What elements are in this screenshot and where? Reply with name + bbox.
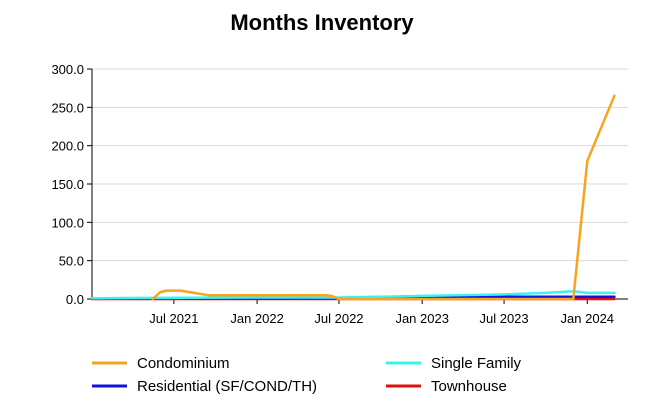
- y-tick-label: 250.0: [51, 100, 84, 115]
- axes: 300.0 250.0 200.0 150.0 100.0 50.0 0.0 Jul 2021…: [51, 62, 628, 326]
- x-tick-label: Jul 2021: [149, 311, 198, 326]
- series-lines: [90, 94, 616, 301]
- x-tick-label: Jan 2024: [561, 311, 615, 326]
- legend-label: Single Family: [431, 355, 522, 372]
- x-tick-label: Jul 2022: [314, 311, 363, 326]
- legend-label: Residential (SF/COND/TH): [137, 378, 317, 395]
- y-tick-label: 150.0: [51, 177, 84, 192]
- x-tick-label: Jul 2023: [479, 311, 528, 326]
- y-tick-label: 50.0: [59, 254, 84, 269]
- series-line-condominium: [151, 94, 616, 301]
- x-tick-label: Jan 2022: [230, 311, 284, 326]
- legend: Condominium Single Family Residential (SF/…: [92, 355, 522, 395]
- legend-item: Single Family: [386, 355, 522, 372]
- legend-label: Townhouse: [431, 378, 507, 395]
- legend-item: Townhouse: [386, 378, 507, 395]
- y-tick-label: 100.0: [51, 215, 84, 230]
- y-tick-label: 200.0: [51, 139, 84, 154]
- x-tick-label: Jan 2023: [395, 311, 449, 326]
- series-line-single-family: [90, 290, 616, 300]
- legend-item: Residential (SF/COND/TH): [92, 378, 317, 395]
- gridlines: [92, 68, 628, 300]
- legend-label: Condominium: [137, 355, 230, 372]
- y-tick-label: 0.0: [66, 292, 84, 307]
- legend-item: Condominium: [92, 355, 230, 372]
- y-tick-label: 300.0: [51, 62, 84, 77]
- chart-title: Months Inventory: [230, 10, 414, 35]
